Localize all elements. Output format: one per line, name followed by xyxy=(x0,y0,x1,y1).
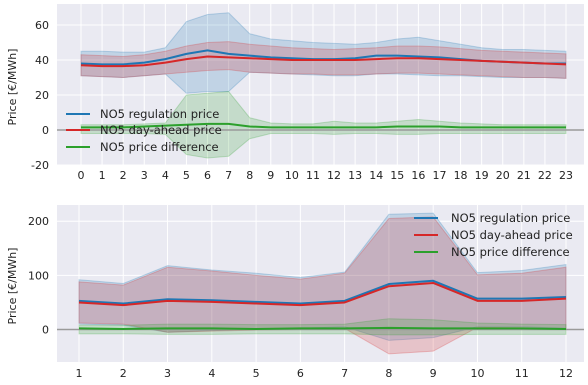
hourly-y-axis-label: Price [€/MWh] xyxy=(6,49,19,126)
y-tick-label: 0 xyxy=(42,124,49,137)
x-tick-label: 8 xyxy=(385,367,392,380)
x-tick-label: 13 xyxy=(348,169,362,182)
x-tick-label: 10 xyxy=(285,169,299,182)
x-tick-label: 12 xyxy=(327,169,341,182)
hourly-x-ticks: 0 1 2 3 4 5 6 7 8 9 10 11 12 13 14 15 16 17 18 19 20 21 22 23 xyxy=(78,169,574,182)
x-tick-label: 0 xyxy=(78,169,85,182)
x-tick-label: 17 xyxy=(432,169,446,182)
x-tick-label: 9 xyxy=(267,169,274,182)
hourly-y-ticks: -20 0 20 40 60 xyxy=(31,19,49,172)
legend-label-difference: NO5 price difference xyxy=(451,245,570,259)
x-tick-label: 11 xyxy=(515,367,529,380)
legend-label-difference: NO5 price difference xyxy=(100,140,219,154)
x-tick-label: 22 xyxy=(538,169,552,182)
x-tick-label: 9 xyxy=(430,367,437,380)
monthly-y-ticks: 0 100 200 xyxy=(28,215,49,336)
hourly-legend: NO5 regulation price NO5 day-ahead price… xyxy=(66,107,222,154)
y-tick-label: 0 xyxy=(42,324,49,337)
x-tick-label: 2 xyxy=(120,367,127,380)
legend-label-day-ahead: NO5 day-ahead price xyxy=(451,228,573,242)
x-tick-label: 12 xyxy=(559,367,573,380)
y-tick-label: 60 xyxy=(35,19,49,32)
x-tick-label: 7 xyxy=(341,367,348,380)
x-tick-label: 20 xyxy=(496,169,510,182)
y-tick-label: 20 xyxy=(35,89,49,102)
x-tick-label: 4 xyxy=(162,169,169,182)
legend-label-regulation: NO5 regulation price xyxy=(451,211,570,225)
x-tick-label: 14 xyxy=(369,169,383,182)
x-tick-label: 23 xyxy=(559,169,573,182)
x-tick-label: 4 xyxy=(208,367,215,380)
monthly-legend: NO5 regulation price NO5 day-ahead price… xyxy=(414,211,573,259)
monthly-x-ticks: 1 2 3 4 5 6 7 8 9 10 11 12 xyxy=(76,367,574,380)
legend-label-regulation: NO5 regulation price xyxy=(100,107,219,121)
price-difference-line xyxy=(79,328,566,329)
x-tick-label: 3 xyxy=(141,169,148,182)
x-tick-label: 21 xyxy=(517,169,531,182)
y-tick-label: 200 xyxy=(28,215,49,228)
x-tick-label: 10 xyxy=(470,367,484,380)
x-tick-label: 7 xyxy=(225,169,232,182)
x-tick-label: 18 xyxy=(454,169,468,182)
x-tick-label: 5 xyxy=(183,169,190,182)
x-tick-label: 3 xyxy=(164,367,171,380)
x-tick-label: 11 xyxy=(306,169,320,182)
x-tick-label: 19 xyxy=(475,169,489,182)
monthly-y-axis-label: Price [€/MWh] xyxy=(6,248,19,325)
x-tick-label: 16 xyxy=(411,169,425,182)
x-tick-label: 15 xyxy=(390,169,404,182)
x-tick-label: 6 xyxy=(297,367,304,380)
x-tick-label: 5 xyxy=(253,367,260,380)
x-tick-label: 1 xyxy=(76,367,83,380)
legend-label-day-ahead: NO5 day-ahead price xyxy=(100,123,222,137)
x-tick-label: 1 xyxy=(99,169,106,182)
x-tick-label: 6 xyxy=(204,169,211,182)
y-tick-label: 40 xyxy=(35,54,49,67)
y-tick-label: -20 xyxy=(31,159,49,172)
x-tick-label: 2 xyxy=(120,169,127,182)
x-tick-label: 8 xyxy=(246,169,253,182)
y-tick-label: 100 xyxy=(28,269,49,282)
